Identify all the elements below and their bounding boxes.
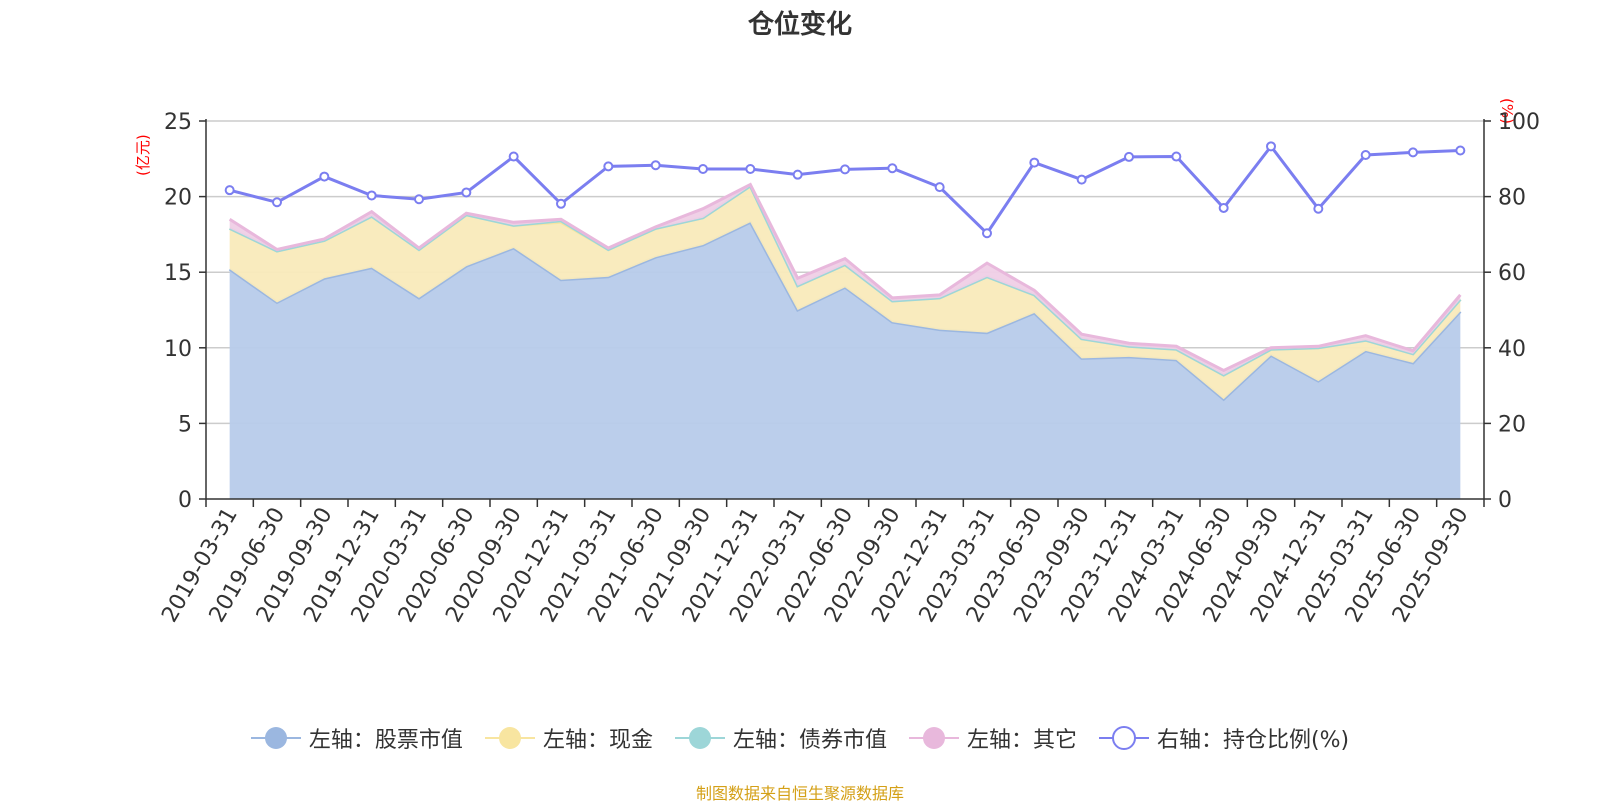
holding-ratio-point — [840, 164, 850, 175]
holding-ratio-point — [1313, 203, 1324, 214]
legend-item-1[interactable]: 左轴：现金 — [484, 722, 653, 754]
chart-title: 仓位变化 — [747, 10, 852, 40]
legend-item-2[interactable]: 左轴：债券市值 — [674, 722, 887, 754]
holding-ratio-point — [1029, 157, 1040, 168]
holding-ratio-point — [650, 160, 661, 171]
holding-ratio-point — [982, 228, 992, 239]
left-tick-label: 15 — [164, 261, 192, 286]
right-tick-label: 20 — [1498, 412, 1526, 437]
right-tick-label: 0 — [1498, 488, 1512, 513]
holding-ratio-point — [272, 197, 282, 208]
legend-circle-icon — [1098, 726, 1149, 750]
holding-ratio-point — [887, 163, 898, 174]
legend-label: 左轴：债券市值 — [732, 728, 887, 753]
right-tick-label: 40 — [1498, 337, 1526, 362]
area-series-line-3 — [228, 182, 1462, 373]
holding-ratio-point — [366, 190, 377, 201]
right-tick-label: 60 — [1498, 261, 1526, 286]
left-tick-label: 20 — [164, 186, 192, 211]
holding-ratio-point — [745, 164, 756, 175]
area-series-1 — [229, 186, 1461, 400]
legend-label: 左轴：股票市值 — [308, 728, 463, 753]
holding-ratio-point — [1171, 151, 1182, 162]
legend-item-0[interactable]: 左轴：股票市值 — [250, 722, 463, 754]
legend-dot-icon — [250, 727, 301, 749]
holding-ratio-point — [556, 198, 566, 209]
left-tick-label: 5 — [178, 412, 192, 437]
holding-ratio-point — [1218, 202, 1229, 213]
holding-ratio-point — [461, 187, 472, 198]
holding-ratio-point — [1455, 145, 1466, 156]
legend-label: 右轴：持仓比例(%) — [1156, 728, 1350, 753]
holding-ratio-line — [229, 143, 1461, 236]
legend-label: 左轴：其它 — [966, 728, 1077, 753]
holding-ratio-point — [934, 182, 945, 193]
legend-label: 左轴：现金 — [542, 728, 653, 753]
area-series-0 — [229, 222, 1461, 499]
holding-ratio-point — [319, 171, 330, 182]
data-source-note: 制图数据来自恒生聚源数据库 — [695, 784, 904, 803]
right-tick-label: 80 — [1498, 186, 1526, 211]
holding-ratio-point — [1360, 150, 1371, 161]
legend-dot-icon — [908, 727, 959, 749]
left-tick-label: 10 — [164, 337, 192, 362]
holding-ratio-point — [1266, 141, 1276, 152]
legend-item-3[interactable]: 左轴：其它 — [908, 722, 1077, 754]
chart-legend: 左轴：股票市值 左轴：现金 左轴：债券市值 左轴：其它 右轴：持仓比例(%) — [0, 722, 1600, 754]
right-tick-label: 100 — [1498, 110, 1540, 135]
holding-ratio-point — [1408, 147, 1418, 158]
left-tick-label: 0 — [178, 488, 192, 513]
holding-ratio-point — [792, 169, 803, 180]
legend-dot-icon — [484, 727, 535, 749]
holding-ratio-point — [698, 164, 708, 175]
legend-dot-icon — [674, 727, 725, 749]
holding-ratio-point — [603, 161, 614, 172]
holding-ratio-point — [1076, 174, 1087, 185]
holding-ratio-point — [414, 194, 424, 205]
holding-ratio-point — [508, 151, 519, 162]
legend-item-4[interactable]: 右轴：持仓比例(%) — [1098, 722, 1350, 754]
holding-ratio-point — [224, 185, 235, 196]
left-tick-label: 25 — [164, 110, 192, 135]
holding-ratio-point — [1124, 151, 1134, 162]
